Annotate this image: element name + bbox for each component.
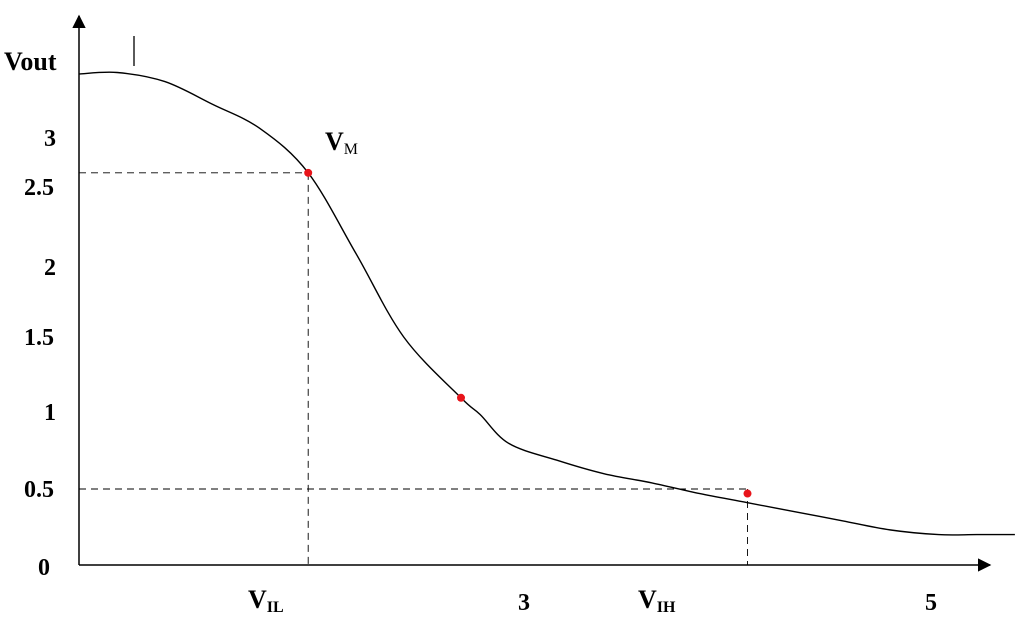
x-tick-labels: VIL 3 VIH 5 <box>248 585 937 616</box>
annotation-vm-sub: M <box>344 141 358 158</box>
y-tick-label: 2 <box>44 255 56 281</box>
curve-marker-point <box>743 489 752 498</box>
x-tick-label: 3 <box>518 590 530 616</box>
x-tick-label: 5 <box>925 590 937 616</box>
y-tick-label: 0 <box>38 555 50 581</box>
x-label-vih-sub: IH <box>657 599 676 616</box>
annotation-vm: VM <box>325 127 358 158</box>
curve-marker-point <box>457 393 465 402</box>
y-tick-labels: 0 0.5 1 1.5 2 2.5 3 <box>24 126 56 581</box>
curve-marker-point <box>304 168 313 177</box>
x-label-vih-main: V <box>638 585 657 614</box>
annotation-vm-main: V <box>325 127 344 156</box>
x-label-vil-sub: IL <box>267 599 284 616</box>
curve-markers <box>304 168 752 498</box>
x-label-vil: VIL <box>248 585 284 616</box>
transfer-curve-line <box>78 71 1015 536</box>
y-tick-label: 1.5 <box>24 325 54 351</box>
axes <box>72 14 992 572</box>
y-tick-label: 3 <box>44 126 56 152</box>
y-tick-label: 1 <box>44 400 56 426</box>
guide-lines <box>79 172 748 565</box>
y-tick-label: 0.5 <box>24 477 54 503</box>
x-label-vih: VIH <box>638 585 676 616</box>
y-tick-label: 2.5 <box>24 175 54 201</box>
x-label-vil-main: V <box>248 585 267 614</box>
y-axis-label: Vout <box>4 47 57 76</box>
